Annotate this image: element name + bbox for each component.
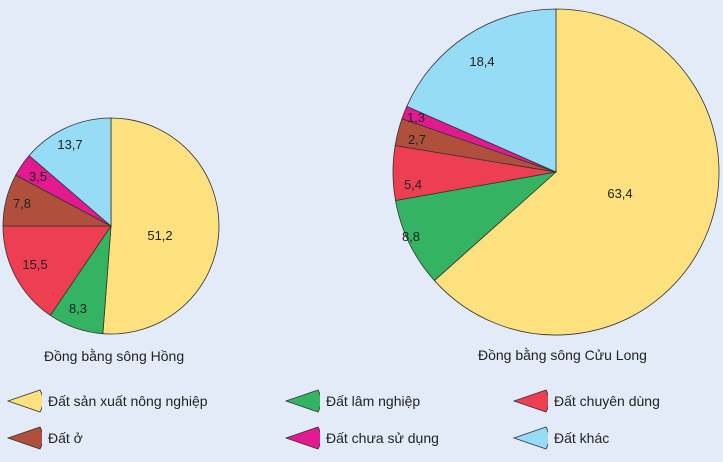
pie-chart-dbscl: 63,4 8,8 5,4 2,7 1,3 18,4 [392,8,720,336]
pie-slice [102,117,220,335]
slice-value-label: 2,7 [408,132,426,147]
caption-dbscl: Đồng bằng sông Cửu Long [478,347,647,363]
pie-slice [28,117,112,227]
legend-item-chuyen-dung: Đất chuyên dùng [512,388,660,414]
legend-label: Đất sản xuất nông nghiệp [48,393,208,409]
pie-slice [406,8,557,173]
wedge-icon-red [512,389,548,413]
slice-value-label: 5,4 [404,177,422,192]
slice-value-label: 8,8 [402,229,420,244]
legend-item-chua-su-dung: Đất chưa sử dụng [284,425,439,451]
legend-item-lam-nghiep: Đất lâm nghiệp [284,388,420,414]
legend-label: Đất ở [48,430,83,446]
slice-value-label: 18,4 [469,54,494,69]
slice-value-label: 51,2 [147,228,172,243]
slice-value-label: 3,5 [29,169,47,184]
wedge-icon-brown [6,426,42,450]
legend-label: Đất khác [554,430,610,446]
slice-value-label: 7,8 [13,196,31,211]
slice-value-label: 13,7 [57,137,82,152]
slice-value-label: 8,3 [69,301,87,316]
wedge-icon-magenta [284,426,320,450]
pie-slice [433,8,720,336]
legend-label: Đất chưa sử dụng [326,430,439,446]
legend-label: Đất lâm nghiệp [326,393,421,409]
legend-label: Đất chuyên dùng [554,393,660,409]
pie-slice [395,171,558,282]
wedge-icon-lightblue [512,426,548,450]
legend-item-nong-nghiep: Đất sản xuất nông nghiệp [6,388,208,414]
caption-dbsh: Đồng bằng sông Hồng [44,348,185,364]
slice-value-label: 1,3 [407,110,425,125]
wedge-icon-green [284,389,320,413]
legend-item-dat-o: Đất ở [6,425,83,451]
slice-value-label: 15,5 [22,257,47,272]
legend-item-dat-khac: Đất khác [512,425,609,451]
pie-slice [2,225,112,316]
wedge-icon-yellow [6,389,42,413]
pie-chart-dbsh: 51,2 8,3 15,5 7,8 3,5 13,7 [2,117,220,335]
slice-value-label: 63,4 [607,186,632,201]
